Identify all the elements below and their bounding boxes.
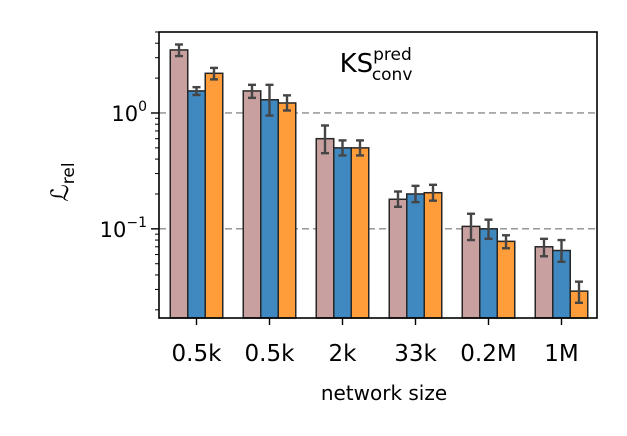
bar	[388, 198, 408, 319]
bar	[187, 90, 206, 319]
plot-frame	[158, 31, 598, 319]
x-tick-label: 0.2M	[460, 341, 516, 367]
bar	[242, 90, 262, 319]
x-tick-label: 0.5k	[245, 341, 296, 367]
x-tick-label: 2k	[329, 341, 358, 367]
y-tick-label: 10−1	[100, 215, 147, 242]
svg-text:ℒrel: ℒrel	[46, 162, 79, 201]
bar	[315, 137, 335, 319]
x-ticks: 0.5k 0.5k 2k 33k 0.2M 1M	[172, 318, 579, 367]
bar	[406, 193, 425, 319]
bar	[277, 102, 297, 319]
x-tick-label: 33k	[394, 341, 437, 367]
bar	[350, 147, 370, 319]
grid-lines	[159, 112, 597, 230]
bar	[204, 72, 224, 319]
bar	[423, 191, 443, 319]
chart-title: KSpred conv	[340, 45, 413, 85]
bars	[169, 49, 589, 319]
y-axis-label: ℒrel	[46, 162, 79, 201]
x-tick-label: 0.5k	[172, 341, 223, 367]
x-tick-label: 1M	[544, 341, 578, 367]
x-axis-label: network size	[321, 381, 447, 405]
bar	[534, 246, 554, 319]
error-bars	[175, 43, 583, 304]
bar	[169, 49, 189, 319]
y-tick-label: 100	[111, 99, 147, 126]
bar	[333, 147, 352, 319]
bar	[496, 240, 516, 319]
bar	[479, 228, 498, 319]
y-ticks: 100 10−1	[100, 31, 159, 311]
bar	[260, 99, 279, 319]
